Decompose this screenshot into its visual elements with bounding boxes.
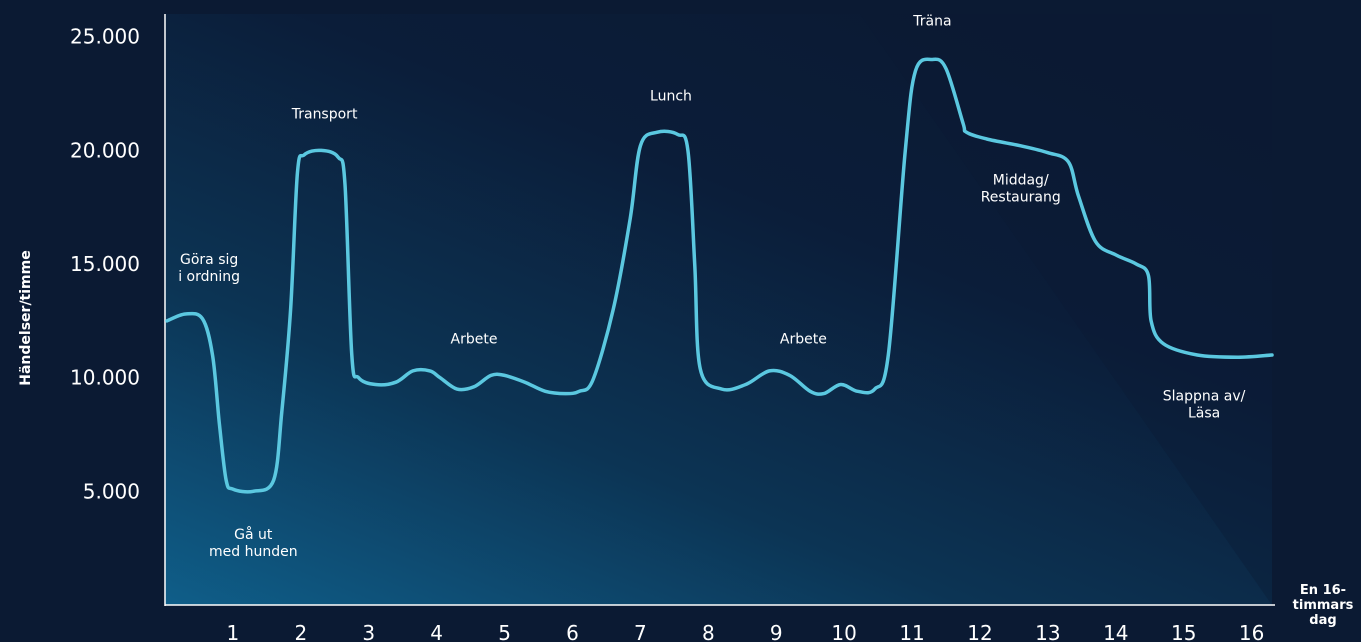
y-tick-label: 5.000 [83, 479, 140, 503]
x-tick-label: 6 [566, 621, 579, 642]
axes [164, 14, 1275, 606]
x-axis-label: En 16-timmars dag [1293, 583, 1354, 628]
x-tick-labels: 1 2 3 4 5 6 7 8 9 10 11 12 13 14 15 16 [227, 621, 1265, 642]
x-tick-label: 4 [430, 621, 443, 642]
x-tick-label: 5 [498, 621, 511, 642]
x-tick-label: 13 [1035, 621, 1060, 642]
series-lines [165, 57, 1274, 494]
y-axis-label: Händelser/timme [18, 250, 34, 385]
x-tick-label: 9 [770, 621, 783, 642]
annotation-label: Arbete [780, 332, 827, 348]
series-line [165, 57, 1274, 494]
axis-labels: Händelser/timme En 16-timmars dag [18, 250, 1354, 628]
x-tick-label: 2 [294, 621, 307, 642]
y-tick-label: 10.000 [70, 366, 140, 390]
y-tick-label: 25.000 [70, 25, 140, 49]
x-tick-label: 16 [1239, 621, 1264, 642]
plot-shade [860, 14, 1272, 605]
y-tick-label: 20.000 [70, 138, 140, 162]
annotation-label: Transport [291, 107, 358, 123]
x-tick-label: 10 [831, 621, 856, 642]
x-tick-label: 1 [227, 621, 240, 642]
annotation-label: Slappna av/Läsa [1163, 388, 1246, 421]
x-tick-label: 11 [899, 621, 924, 642]
annotation-label: Träna [912, 13, 951, 29]
x-tick-label: 3 [362, 621, 375, 642]
x-tick-label: 12 [967, 621, 992, 642]
annotation-label: Gå ut med hunden [209, 526, 298, 560]
x-tick-label: 7 [634, 621, 647, 642]
y-tick-labels: 5.000 10.000 15.000 20.000 25.000 [70, 25, 140, 504]
y-tick-label: 15.000 [70, 252, 140, 276]
annotation-label: Lunch [650, 88, 692, 104]
annotation-label: Middag/Restaurang [981, 172, 1061, 205]
annotations: Göra sig i ordning Gå ut med hunden Transpor… [178, 13, 1245, 560]
x-tick-label: 15 [1171, 621, 1196, 642]
annotation-label: Göra sig i ordning [178, 252, 240, 285]
annotation-label: Arbete [451, 332, 498, 348]
x-tick-label: 8 [702, 621, 715, 642]
x-tick-label: 14 [1103, 621, 1128, 642]
